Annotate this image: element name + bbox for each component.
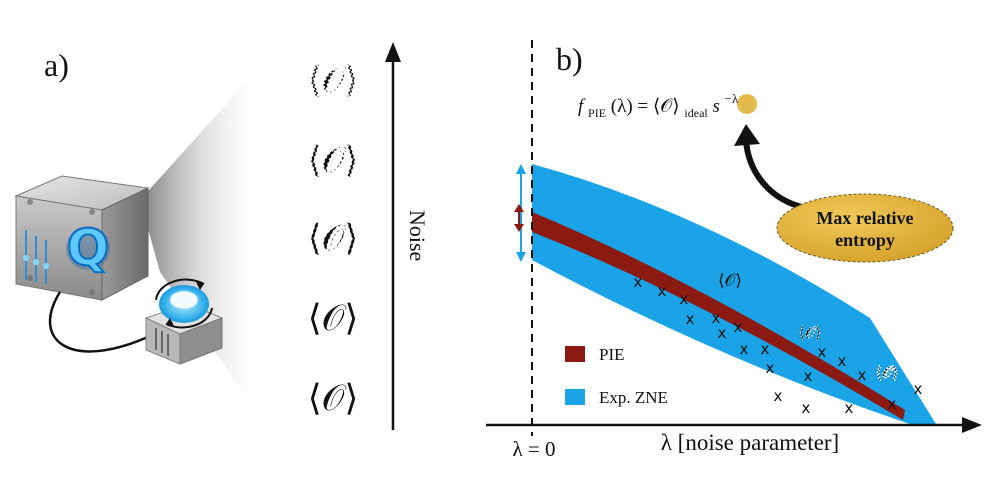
data-point: x — [802, 399, 811, 417]
quantum-device-icon: Q — [14, 175, 150, 301]
data-point: x — [634, 273, 643, 291]
svg-text:f PIE (λ) = ⟨�: f PIE (λ) = ⟨𝒪⟩ ideal s −λ — [578, 91, 739, 122]
legend-label-zne: Exp. ZNE — [599, 388, 668, 407]
observable-annotation-1: ⟨𝒪⟩ — [718, 271, 742, 291]
panel-a-label: a) — [44, 47, 69, 83]
callout-line-2: entropy — [835, 230, 895, 250]
panel-a: a) Q — [14, 42, 430, 430]
data-point: x — [680, 290, 689, 308]
data-point: x — [845, 399, 854, 417]
panel-b: b) f PIE (λ) = ⟨𝒪⟩ ideal s −λ Max relati… — [486, 40, 982, 461]
data-point: x — [838, 352, 847, 370]
pie-band — [532, 212, 905, 420]
observable-annotation-3: ⟨𝒪⟩ — [876, 363, 899, 382]
data-point: x — [712, 309, 721, 327]
data-point: x — [761, 340, 770, 358]
data-point: x — [888, 395, 897, 413]
legend-label-pie: PIE — [599, 345, 625, 364]
callout-bubble — [776, 193, 954, 263]
zne-band — [532, 164, 936, 424]
panel-b-label: b) — [556, 41, 583, 77]
pie-formula: f PIE (λ) = ⟨𝒪⟩ ideal s −λ — [578, 91, 757, 122]
formula-highlight — [737, 94, 757, 114]
data-point: x — [914, 380, 923, 398]
noise-axis-label: Noise — [405, 210, 430, 261]
observable-row-3: ⟨𝒪⟩ — [308, 218, 359, 259]
legend-swatch-zne — [565, 389, 585, 405]
formula-f: f — [578, 96, 586, 117]
legend-swatch-pie — [565, 346, 585, 362]
data-point: x — [718, 324, 727, 342]
lambda-zero-label: λ = 0 — [512, 437, 555, 461]
observable-column: ⟨𝒪⟩ ⟨𝒪⟩ ⟨𝒪⟩ ⟨𝒪⟩ ⟨𝒪⟩ — [306, 59, 359, 419]
legend: PIE Exp. ZNE — [565, 345, 668, 407]
observable-row-5: ⟨𝒪⟩ — [308, 378, 359, 419]
formula-sub-f: PIE — [588, 106, 606, 120]
formula-lhs: (λ) = ⟨𝒪⟩ — [611, 96, 680, 117]
pie-uncertainty-arrow — [514, 204, 524, 232]
device-logo-letter: Q — [67, 219, 110, 277]
formula-base: s — [713, 96, 720, 117]
observable-row-4: ⟨𝒪⟩ — [308, 298, 359, 339]
observable-row-1: ⟨𝒪⟩ — [308, 60, 359, 101]
data-point: x — [766, 359, 775, 377]
measurement-device-icon — [144, 278, 224, 365]
data-point: x — [686, 310, 695, 328]
data-point: x — [658, 282, 667, 300]
callout-line-1: Max relative — [816, 208, 913, 228]
data-point: x — [774, 387, 783, 405]
lambda-axis-label: λ [noise parameter] — [661, 430, 839, 455]
formula-exponent: −λ — [725, 91, 739, 106]
device-cable — [48, 291, 151, 353]
data-point: x — [858, 366, 867, 384]
data-points: x x x x x x x x x x x x x x x x x x x — [634, 273, 923, 417]
lambda-axis-arrowhead — [962, 417, 982, 433]
callout-arrow — [743, 139, 807, 211]
data-point: x — [804, 367, 813, 385]
view-cone — [140, 58, 268, 428]
noise-axis-arrowhead — [385, 42, 401, 62]
data-point: x — [734, 318, 743, 336]
formula-sub-ideal: ideal — [684, 106, 708, 120]
data-point: x — [818, 343, 827, 361]
observable-row-2: ⟨𝒪⟩ — [308, 140, 359, 181]
zne-uncertainty-arrow — [516, 164, 526, 262]
data-point: x — [740, 340, 749, 358]
callout-arrowhead — [734, 124, 760, 146]
observable-annotation-2: ⟨𝒪⟩ — [799, 323, 822, 342]
